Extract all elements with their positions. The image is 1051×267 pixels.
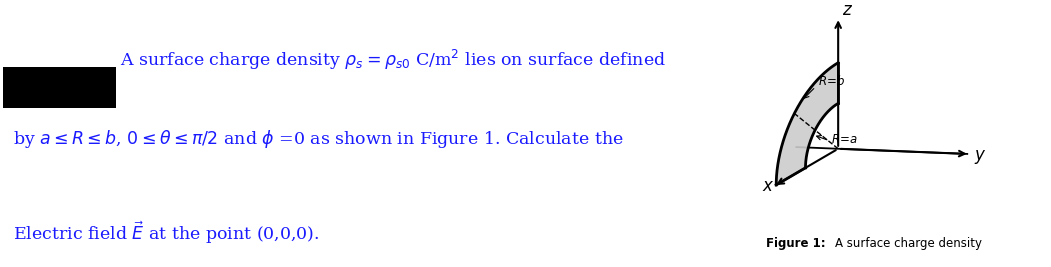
Text: $R\!=\!b$: $R\!=\!b$ [818, 74, 846, 88]
Bar [3, 67, 117, 108]
Polygon shape [777, 63, 839, 185]
Text: $z$: $z$ [842, 1, 852, 19]
Text: $x$: $x$ [762, 177, 775, 195]
Text: $y$: $y$ [974, 148, 987, 166]
Text: A surface charge density $\rho_s = \rho_{s0}$ C/m$^2$ lies on surface defined: A surface charge density $\rho_s = \rho_… [120, 48, 665, 72]
Text: by $a \leq R \leq b$, $0 \leq \theta \leq \pi/2$ and $\phi$ =0 as shown in Figur: by $a \leq R \leq b$, $0 \leq \theta \le… [13, 128, 623, 150]
Text: Electric field $\vec{E}$ at the point (0,0,0).: Electric field $\vec{E}$ at the point (0… [13, 219, 320, 246]
Text: A surface charge density: A surface charge density [820, 237, 983, 250]
Text: Figure 1:: Figure 1: [766, 237, 826, 250]
Text: $R\!=\!a$: $R\!=\!a$ [830, 133, 858, 146]
